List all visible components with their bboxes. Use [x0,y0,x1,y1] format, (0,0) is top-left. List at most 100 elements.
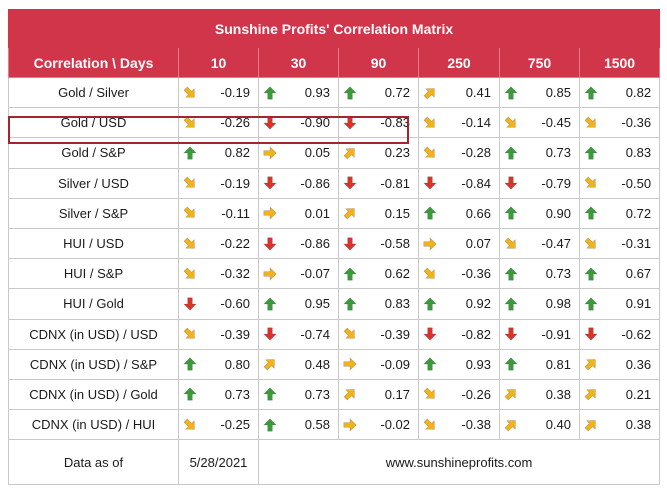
correlation-value: -0.38 [461,417,491,433]
correlation-cell: 0.40 [499,409,580,441]
arrow-down-icon [504,327,518,341]
correlation-cell: 0.72 [338,76,419,109]
correlation-cell: -0.60 [178,288,259,320]
correlation-cell: 0.36 [578,348,661,380]
correlation-value: 0.91 [625,296,652,312]
header-days-250: 250 [418,47,500,78]
correlation-value: -0.36 [621,115,652,131]
correlation-cell: -0.81 [338,167,419,199]
table-row: HUI / Gold -0.60 0.95 0.83 0.92 0.98 0.91 [8,288,661,320]
correlation-value: 0.66 [465,205,491,221]
table-row: Silver / S&P -0.11 0.01 0.15 0.66 0.90 0.72 [8,197,661,229]
correlation-value: -0.84 [461,175,491,191]
arrow-up-icon [183,146,197,160]
correlation-cell: 0.82 [578,76,661,109]
row-label: CDNX (in USD) / HUI [8,409,179,441]
arrow-down-right-icon [423,418,435,430]
correlation-matrix: Sunshine Profits' Correlation Matrix Cor… [7,9,661,486]
correlation-value: 0.05 [304,145,330,161]
correlation-cell: 0.58 [258,409,339,441]
arrow-down-right-icon [504,116,516,128]
correlation-cell: -0.32 [178,258,259,290]
table-row: HUI / USD -0.22 -0.86 -0.58 0.07 -0.47 -0.31 [8,227,661,260]
correlation-value: -0.26 [461,386,491,402]
correlation-cell: 0.66 [418,197,500,229]
arrow-down-right-icon [183,176,195,188]
correlation-cell: -0.50 [578,167,661,199]
correlation-cell: -0.86 [258,167,339,199]
correlation-cell: -0.47 [499,227,580,260]
correlation-value: 0.72 [625,205,652,221]
correlation-cell: 0.01 [258,197,339,229]
table-row: Gold / USD -0.26 -0.90 -0.83 -0.14 -0.45 -0.36 [8,107,661,139]
arrow-down-right-icon [423,267,435,279]
correlation-cell: -0.38 [418,409,500,441]
correlation-value: -0.83 [380,115,410,131]
correlation-cell: 0.73 [499,137,580,169]
table-row: CDNX (in USD) / S&P 0.80 0.48 -0.09 0.93 0.81… [8,348,661,380]
arrow-down-right-icon [423,146,435,158]
arrow-up-icon [423,297,437,311]
arrow-down-right-icon [423,116,435,128]
correlation-value: -0.58 [380,236,410,252]
header-corner: Correlation \ Days [8,47,179,78]
correlation-cell: -0.91 [499,318,580,350]
correlation-value: -0.25 [220,417,250,433]
correlation-value: -0.31 [621,236,652,252]
arrow-up-right-icon [504,419,516,432]
row-label: Gold / Silver [8,76,179,109]
correlation-value: 0.93 [304,85,330,101]
correlation-table: Sunshine Profits' Correlation Matrix Cor… [7,9,661,486]
arrow-up-right-icon [584,389,596,401]
correlation-cell: 0.95 [258,288,339,320]
correlation-cell: -0.84 [418,167,500,199]
arrow-up-right-icon [263,359,275,371]
correlation-cell: 0.67 [578,258,661,290]
data-date: 5/28/2021 [178,439,259,486]
correlation-cell: -0.36 [578,107,661,139]
correlation-value: -0.32 [220,266,250,282]
correlation-value: -0.60 [220,296,250,312]
correlation-cell: 0.98 [499,288,580,320]
arrow-up-icon [343,297,357,311]
correlation-cell: -0.31 [578,227,661,260]
correlation-value: -0.36 [461,266,491,282]
arrow-up-icon [584,206,598,220]
correlation-value: -0.45 [541,115,571,131]
correlation-value: 0.92 [465,296,491,312]
arrow-up-icon [343,267,357,281]
correlation-value: -0.14 [461,115,491,131]
correlation-cell: 0.73 [178,378,259,411]
correlation-value: 0.67 [625,266,652,282]
arrow-up-icon [584,85,598,100]
arrow-down-right-icon [183,206,195,219]
correlation-value: 0.95 [304,296,330,312]
correlation-cell: 0.85 [499,76,580,109]
correlation-cell: 0.92 [418,288,500,320]
correlation-value: -0.86 [300,236,330,252]
correlation-value: 0.81 [545,356,571,372]
correlation-cell: 0.17 [338,378,419,411]
arrow-up-icon [504,85,518,100]
arrow-down-right-icon [183,327,195,339]
arrow-up-icon [183,357,197,371]
arrow-down-icon [423,327,437,341]
arrow-up-right-icon [584,419,596,432]
arrow-up-icon [504,146,518,160]
correlation-value: 0.73 [304,386,330,402]
correlation-value: -0.02 [380,417,410,433]
correlation-value: -0.74 [300,326,330,342]
header-days-1500: 1500 [578,47,661,78]
arrow-down-icon [263,176,277,190]
arrow-down-icon [343,237,357,251]
title-row: Sunshine Profits' Correlation Matrix [7,9,661,48]
correlation-cell: -0.90 [258,107,339,139]
table-row: CDNX (in USD) / Gold 0.73 0.73 0.17 -0.26 0.3… [8,378,661,411]
row-label: HUI / S&P [8,258,179,290]
correlation-value: -0.09 [380,356,410,372]
arrow-down-right-icon [183,418,195,430]
correlation-cell: 0.72 [578,197,661,229]
correlation-cell: 0.23 [338,137,419,169]
correlation-value: 0.62 [384,266,410,282]
correlation-cell: 0.90 [499,197,580,229]
